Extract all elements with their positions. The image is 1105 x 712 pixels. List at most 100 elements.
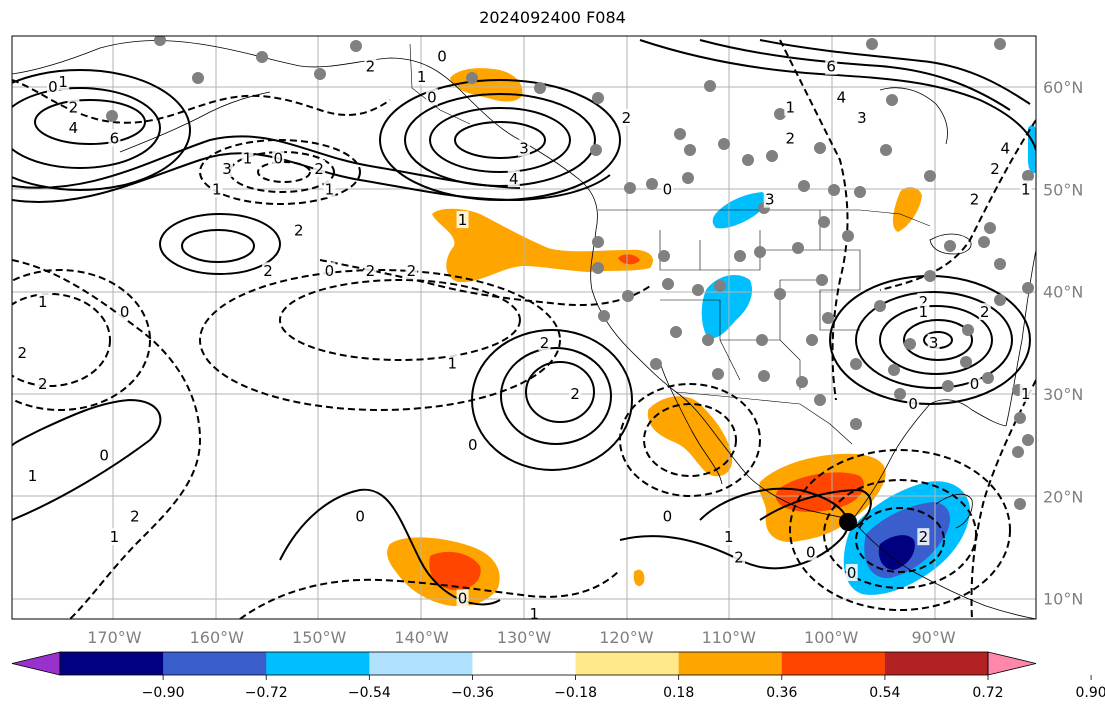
colorbar-tick-label: 0.72 — [972, 685, 1003, 701]
contour-label: 0 — [437, 47, 447, 65]
contour-label-bg — [855, 108, 868, 126]
contour-label: 1 — [919, 303, 929, 321]
contour-label: 2 — [314, 160, 324, 178]
station-markers — [106, 36, 1034, 510]
contour-label-bg — [466, 436, 479, 454]
contour-label: 0 — [273, 150, 283, 168]
contour-label: 2 — [540, 334, 550, 352]
contour-high-se-3 — [879, 305, 993, 375]
contour-label: 4 — [509, 170, 519, 188]
contour-label-bg — [1019, 384, 1032, 402]
contour-label-bg — [272, 149, 285, 167]
colorbar-segment — [369, 652, 473, 675]
contour-label: 0 — [663, 180, 673, 198]
contour-high-central-1 — [159, 213, 281, 275]
contour-label-bg — [518, 139, 530, 157]
contour-label: 2 — [622, 109, 632, 127]
contour-label-bg — [415, 67, 428, 85]
contour-label: 1 — [448, 354, 458, 372]
colorbar-tick-label: −0.54 — [348, 685, 391, 701]
lat-tick-label: 40°N — [1043, 283, 1083, 302]
shade-positive-baja — [647, 396, 733, 477]
contour-label: 3 — [929, 334, 939, 352]
contour-label-bg — [917, 303, 930, 321]
contour-high-west-2 — [12, 87, 161, 169]
contour-label: 2 — [263, 262, 273, 280]
contour-label: 1 — [28, 467, 38, 485]
contour-mexico-1 — [619, 487, 849, 570]
contour-label: 1 — [785, 99, 795, 117]
contour-label-bg — [128, 507, 141, 525]
contour-label: 1 — [458, 211, 468, 229]
contour-label: 2 — [919, 293, 929, 311]
lon-tick-label: 110°W — [702, 628, 757, 647]
contour-label-bg — [262, 262, 274, 280]
contour-label-bg — [456, 589, 469, 607]
contour-label-bg — [313, 159, 326, 177]
contour-label-bg — [292, 221, 305, 239]
contour-high-west-3 — [34, 99, 146, 145]
contour-label-bg — [354, 507, 367, 525]
contour-label: 1 — [243, 150, 253, 168]
contour-high-sw-2 — [500, 347, 612, 445]
contour-label-bg — [108, 528, 121, 546]
contour-label-bg — [446, 354, 459, 372]
shade-positive-small — [633, 569, 645, 587]
contour-high-se-4 — [903, 319, 973, 361]
colorbar-segment — [678, 652, 783, 675]
contour-label: 2 — [980, 303, 990, 321]
contour-label: 2 — [785, 129, 795, 147]
contour-label-bg — [108, 129, 121, 147]
contour-label-bg — [57, 73, 70, 91]
contour-label: 1 — [38, 293, 48, 311]
contour-label: 6 — [110, 129, 120, 147]
contour-label: 2 — [970, 191, 980, 209]
contour-label-bg — [845, 563, 858, 581]
contour-label: 0 — [806, 544, 816, 562]
contour-label: 3 — [519, 140, 529, 158]
lat-tick-label: 50°N — [1043, 180, 1083, 199]
contour-label-bg — [507, 170, 520, 188]
colorbar-tick-label: −0.18 — [554, 685, 597, 701]
colorbar-tick-label: 0.54 — [869, 685, 900, 701]
contour-low-bering-1 — [199, 139, 361, 205]
contour-label: 1 — [1021, 180, 1031, 198]
contour-label: 2 — [990, 160, 1000, 178]
contour-trough-ne — [879, 119, 1036, 291]
contour-label-bg — [67, 98, 80, 116]
lon-tick-label: 100°W — [804, 628, 859, 647]
colorbar-extend-low — [11, 651, 61, 676]
contour-jet-2 — [12, 135, 521, 189]
contour-label-bg — [907, 395, 920, 413]
contour-label: 4 — [69, 119, 79, 137]
colorbar-segment — [575, 652, 680, 675]
contour-label-bg — [784, 129, 797, 147]
contour-label: 2 — [366, 58, 376, 76]
lon-tick-label: 120°W — [599, 628, 654, 647]
contour-trough-mid — [239, 569, 621, 619]
map-title: 2024092400 F084 — [479, 8, 626, 27]
contour-ne-3 — [759, 39, 1031, 105]
contour-label: 0 — [120, 303, 130, 321]
contour-low-mid-2 — [199, 269, 561, 411]
contour-low-mid-1 — [279, 279, 521, 361]
lon-tick-label: 160°W — [190, 628, 245, 647]
coast-eastus — [1005, 249, 1036, 427]
contour-low-baja-1 — [619, 383, 761, 497]
colorbar: −0.90 −0.72 −0.54 −0.36 −0.18 0.18 0.36 0.54 0.7… — [11, 651, 1105, 701]
contour-label-bg — [405, 262, 418, 280]
contour-low-gulf-1 — [789, 449, 1011, 611]
contour-label: 0 — [355, 508, 365, 526]
contour-label: 0 — [970, 375, 980, 393]
lon-tick-label: 90°W — [912, 628, 956, 647]
contour-label-bg — [661, 180, 674, 198]
contour-label: 2 — [130, 508, 140, 526]
contour-south-1 — [12, 398, 162, 521]
lat-tick-label: 30°N — [1043, 385, 1083, 404]
contour-label: 1 — [212, 180, 222, 198]
border-us-mexico — [675, 391, 853, 445]
plot-frame — [11, 35, 1037, 620]
contour-label: 0 — [99, 446, 109, 464]
colorbar-segment — [163, 652, 267, 675]
